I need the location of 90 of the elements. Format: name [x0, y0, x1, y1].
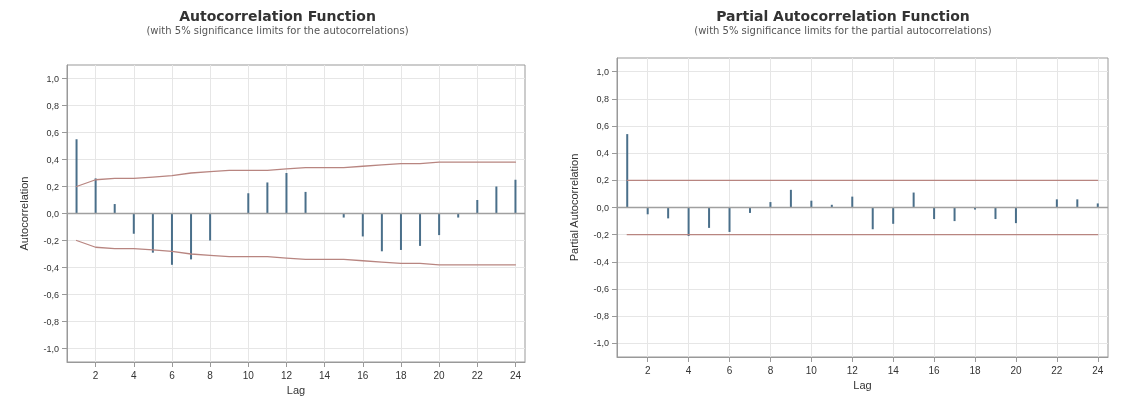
y-tick-label: -0,4: [593, 256, 609, 267]
x-tick-label: 20: [433, 369, 446, 381]
bar: [1014, 207, 1017, 224]
y-tick-label: 1,0: [596, 66, 609, 77]
x-tick-label: 12: [280, 369, 293, 381]
bar: [728, 207, 731, 232]
line-series: [75, 161, 517, 188]
bar: [113, 204, 116, 214]
chart-title: Partial Autocorrelation Function: [716, 8, 970, 24]
x-tick-label: 20: [1010, 364, 1022, 376]
x-tick-label: 6: [726, 364, 733, 376]
x-axis-title: Lag: [853, 379, 872, 392]
x-tick-label: 4: [131, 369, 138, 381]
bar: [495, 186, 498, 214]
bar: [514, 179, 517, 214]
x-tick-label: 18: [969, 364, 982, 376]
y-tick-label: 0,6: [46, 127, 59, 138]
chart-subtitle: (with 5% significance limits for the partial autocorrelations): [694, 24, 992, 36]
y-tick-label: 0,6: [596, 120, 609, 131]
y-tick-label: -0,6: [593, 284, 609, 295]
x-tick-label: 24: [509, 369, 522, 381]
y-tick-label: 0,8: [46, 100, 59, 111]
bar: [851, 196, 854, 208]
x-tick-label: 14: [319, 369, 331, 381]
x-tick-label: 10: [242, 369, 255, 381]
x-tick-label: 4: [685, 364, 692, 376]
bar: [304, 191, 307, 214]
x-tick-label: 2: [92, 369, 99, 381]
bar: [75, 139, 78, 214]
bar: [361, 213, 364, 237]
bar: [708, 207, 711, 228]
bar: [789, 189, 792, 208]
bar: [933, 207, 936, 220]
x-tick-label: 18: [395, 369, 407, 381]
y-tick-label: 0,4: [596, 148, 609, 159]
bar: [170, 213, 173, 265]
x-tick-label: 24: [1092, 364, 1104, 376]
chart-title: Autocorrelation Function: [179, 8, 376, 24]
bar: [132, 213, 135, 234]
bar: [687, 207, 690, 237]
bar: [438, 213, 441, 236]
y-tick-label: 0,0: [46, 208, 59, 219]
bar: [190, 213, 193, 260]
y-tick-label: 0,2: [596, 175, 609, 186]
bar: [912, 192, 915, 208]
y-tick-label: -0,6: [43, 289, 59, 300]
y-axis-title: Autocorrelation: [17, 176, 30, 251]
x-tick-label: 8: [207, 369, 214, 381]
y-tick-label: -0,2: [593, 229, 609, 240]
bar: [399, 213, 402, 250]
y-tick-label: 0,0: [596, 202, 609, 213]
bar: [667, 207, 670, 219]
y-tick-label: 0,4: [46, 154, 59, 165]
y-tick-label: -1,0: [593, 338, 609, 349]
y-tick-label: 1,0: [46, 73, 59, 84]
bar: [476, 200, 479, 214]
bar: [209, 213, 212, 241]
x-tick-label: 14: [887, 364, 900, 376]
bar: [994, 207, 997, 220]
bar: [892, 207, 895, 224]
x-tick-label: 16: [357, 369, 369, 381]
bar: [626, 134, 629, 208]
bar: [247, 193, 250, 214]
bar: [380, 213, 383, 252]
x-tick-label: 10: [805, 364, 818, 376]
line-series: [75, 239, 517, 266]
y-tick-label: -0,8: [43, 316, 59, 327]
x-tick-label: 12: [846, 364, 859, 376]
chart-subtitle: (with 5% significance limits for the autocorrelations): [146, 24, 409, 36]
y-tick-label: 0,8: [596, 93, 609, 104]
bar: [419, 213, 422, 246]
y-tick-label: -0,8: [593, 311, 609, 322]
bar: [151, 213, 154, 253]
y-tick-label: -0,4: [43, 262, 59, 273]
y-axis-title: Partial Autocorrelation: [567, 153, 580, 262]
x-tick-label: 22: [1051, 364, 1063, 376]
y-tick-label: -1,0: [43, 343, 59, 354]
x-tick-label: 6: [169, 369, 176, 381]
x-tick-label: 22: [471, 369, 484, 381]
y-tick-label: -0,2: [43, 235, 59, 246]
x-tick-label: 2: [644, 364, 651, 376]
bar: [953, 207, 956, 222]
bar: [285, 173, 288, 214]
bar: [266, 182, 269, 214]
bar: [94, 178, 97, 214]
x-tick-label: 16: [928, 364, 941, 376]
x-axis-title: Lag: [286, 384, 306, 397]
bar: [871, 207, 874, 230]
y-tick-label: 0,2: [46, 181, 59, 192]
x-tick-label: 8: [767, 364, 774, 376]
